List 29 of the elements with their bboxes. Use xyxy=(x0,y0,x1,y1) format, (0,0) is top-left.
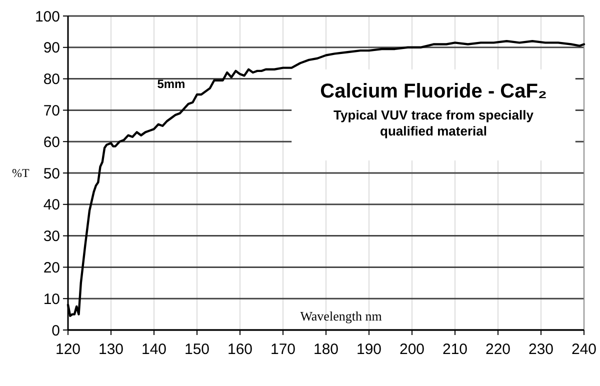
x-tick-label: 130 xyxy=(98,341,124,358)
x-tick-label: 140 xyxy=(141,341,167,358)
x-tick-label: 240 xyxy=(571,341,597,358)
y-tick-label: 30 xyxy=(43,228,60,246)
y-tick-label: 80 xyxy=(43,71,60,88)
x-axis-title: Wavelength nm xyxy=(300,308,382,324)
y-tick-label: 20 xyxy=(43,259,60,276)
x-tick-label: 150 xyxy=(184,341,210,358)
text: Typical VUV trace from specially qualified material xyxy=(334,108,534,139)
y-tick-label: 60 xyxy=(43,134,60,151)
y-tick-label: 70 xyxy=(43,102,60,120)
y-tick-label: 100 xyxy=(34,8,60,26)
x-tick-label: 180 xyxy=(313,341,339,358)
x-tick-label: 160 xyxy=(227,341,253,358)
text: Calcium Fluoride - CaF₂ xyxy=(320,80,547,103)
y-tick-label: 40 xyxy=(43,196,60,214)
y-tick-label: 0 xyxy=(52,322,60,340)
y-tick-label: 90 xyxy=(43,40,60,57)
y-axis-title: %T xyxy=(12,166,30,180)
x-tick-label: 220 xyxy=(485,341,511,358)
y-tick-label: 50 xyxy=(43,165,60,182)
x-tick-label: 190 xyxy=(356,341,382,358)
x-tick-label: 120 xyxy=(55,341,81,358)
x-tick-label: 230 xyxy=(528,341,554,358)
x-tick-label: 170 xyxy=(270,341,296,358)
x-tick-label: 200 xyxy=(399,341,425,358)
x-tick-label: 210 xyxy=(442,341,468,358)
annotation: 5mm xyxy=(157,77,186,92)
y-tick-label: 10 xyxy=(43,290,60,308)
